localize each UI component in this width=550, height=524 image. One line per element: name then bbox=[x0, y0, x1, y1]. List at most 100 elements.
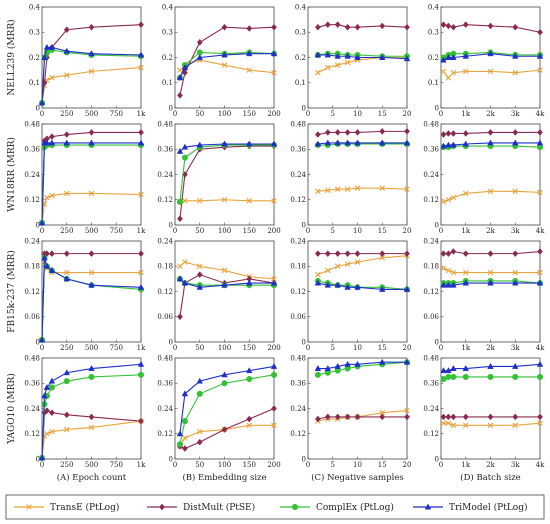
data-point bbox=[344, 52, 351, 59]
data-point bbox=[450, 422, 457, 429]
series-transe bbox=[440, 188, 543, 205]
data-point bbox=[176, 198, 183, 205]
xtick-label: 2k bbox=[486, 227, 495, 235]
data-point bbox=[344, 23, 351, 31]
xtick-label: 5 bbox=[331, 344, 335, 352]
ytick-label: 0.48 bbox=[157, 354, 173, 362]
series-distmult bbox=[177, 23, 277, 99]
data-point bbox=[196, 390, 203, 397]
data-point bbox=[88, 50, 95, 57]
data-point bbox=[440, 68, 447, 75]
data-point bbox=[137, 283, 145, 290]
data-point bbox=[48, 384, 55, 391]
ytick-label: 0.24 bbox=[157, 171, 173, 179]
xtick-label: 0 bbox=[306, 227, 310, 235]
xtick-label: 5 bbox=[331, 110, 335, 118]
ytick-label: 0.06 bbox=[24, 313, 40, 321]
data-point bbox=[49, 74, 55, 81]
xtick-label: 1k bbox=[461, 110, 470, 118]
xtick-label: 500 bbox=[85, 344, 98, 352]
xtick-label: 750 bbox=[110, 344, 123, 352]
ytick-label: 0 bbox=[169, 455, 173, 463]
data-point bbox=[314, 140, 322, 147]
data-point bbox=[88, 269, 95, 276]
data-point bbox=[48, 409, 55, 417]
data-point bbox=[536, 139, 544, 146]
data-point bbox=[196, 141, 203, 148]
xtick-label: 2k bbox=[486, 110, 495, 118]
data-point bbox=[177, 91, 183, 99]
data-point bbox=[487, 373, 494, 380]
data-point bbox=[181, 445, 188, 452]
ytick-label: 0 bbox=[169, 221, 173, 229]
legend-marker bbox=[424, 503, 432, 510]
data-point bbox=[324, 364, 332, 371]
data-point bbox=[450, 413, 457, 421]
data-point bbox=[221, 140, 228, 147]
data-point bbox=[48, 266, 56, 273]
ytick-label: 0.48 bbox=[290, 120, 306, 128]
series-line bbox=[179, 365, 275, 434]
series-complex bbox=[440, 373, 544, 383]
data-point bbox=[462, 364, 469, 371]
data-point bbox=[196, 428, 203, 435]
data-point bbox=[334, 281, 341, 288]
data-point bbox=[344, 129, 351, 136]
data-point bbox=[379, 413, 386, 421]
ytick-label: 0.36 bbox=[157, 380, 173, 388]
data-point bbox=[512, 139, 519, 146]
data-point bbox=[379, 358, 386, 365]
xtick-label: 0 bbox=[173, 110, 177, 118]
data-point bbox=[354, 139, 361, 146]
xtick-label: 150 bbox=[243, 344, 256, 352]
data-point bbox=[88, 281, 95, 288]
data-point bbox=[512, 413, 519, 421]
ytick-label: 0.4 bbox=[162, 3, 174, 11]
ytick-label: 0.12 bbox=[290, 430, 306, 438]
data-point bbox=[88, 190, 95, 197]
data-point bbox=[49, 192, 55, 199]
data-point bbox=[354, 53, 361, 60]
data-point bbox=[271, 276, 277, 282]
data-point bbox=[38, 336, 46, 343]
row-ylabel: YAGO10 (MRR) bbox=[6, 373, 17, 444]
data-point bbox=[63, 269, 70, 276]
data-point bbox=[246, 415, 253, 423]
data-point bbox=[445, 420, 452, 427]
series-line bbox=[179, 274, 275, 317]
col-xlabel: (D) Batch size bbox=[460, 472, 520, 483]
ytick-label: 0 bbox=[302, 338, 306, 346]
data-point bbox=[270, 371, 278, 378]
legend-marker bbox=[159, 503, 165, 511]
data-point bbox=[344, 283, 351, 290]
data-point bbox=[440, 131, 447, 138]
data-point bbox=[246, 422, 253, 429]
data-point bbox=[344, 139, 351, 146]
xtick-label: 150 bbox=[243, 461, 256, 469]
data-point bbox=[537, 28, 543, 36]
series-transe bbox=[440, 67, 543, 81]
data-point bbox=[181, 279, 189, 286]
series-trimodel bbox=[38, 43, 145, 106]
panel-frame bbox=[307, 357, 408, 460]
xtick-label: 150 bbox=[243, 227, 256, 235]
series-line bbox=[179, 26, 275, 96]
panel: 0 0.06 0.12 0.18 0.24 0 250 500 750 1k bbox=[24, 237, 146, 352]
data-point bbox=[63, 275, 70, 282]
data-point bbox=[221, 380, 228, 387]
series-transe bbox=[440, 265, 543, 276]
data-point bbox=[512, 188, 519, 195]
data-point bbox=[344, 413, 351, 421]
ytick-label: 0.48 bbox=[423, 120, 439, 128]
xtick-label: 1k bbox=[137, 110, 146, 118]
xtick-label: 20 bbox=[403, 110, 412, 118]
data-point bbox=[450, 130, 457, 137]
data-point bbox=[196, 271, 203, 279]
panel-frame bbox=[174, 6, 275, 109]
panel-frame bbox=[440, 123, 541, 226]
ytick-label: 0.1 bbox=[295, 79, 306, 87]
data-point bbox=[246, 25, 253, 32]
xtick-label: 150 bbox=[243, 110, 256, 118]
data-point bbox=[88, 424, 95, 431]
